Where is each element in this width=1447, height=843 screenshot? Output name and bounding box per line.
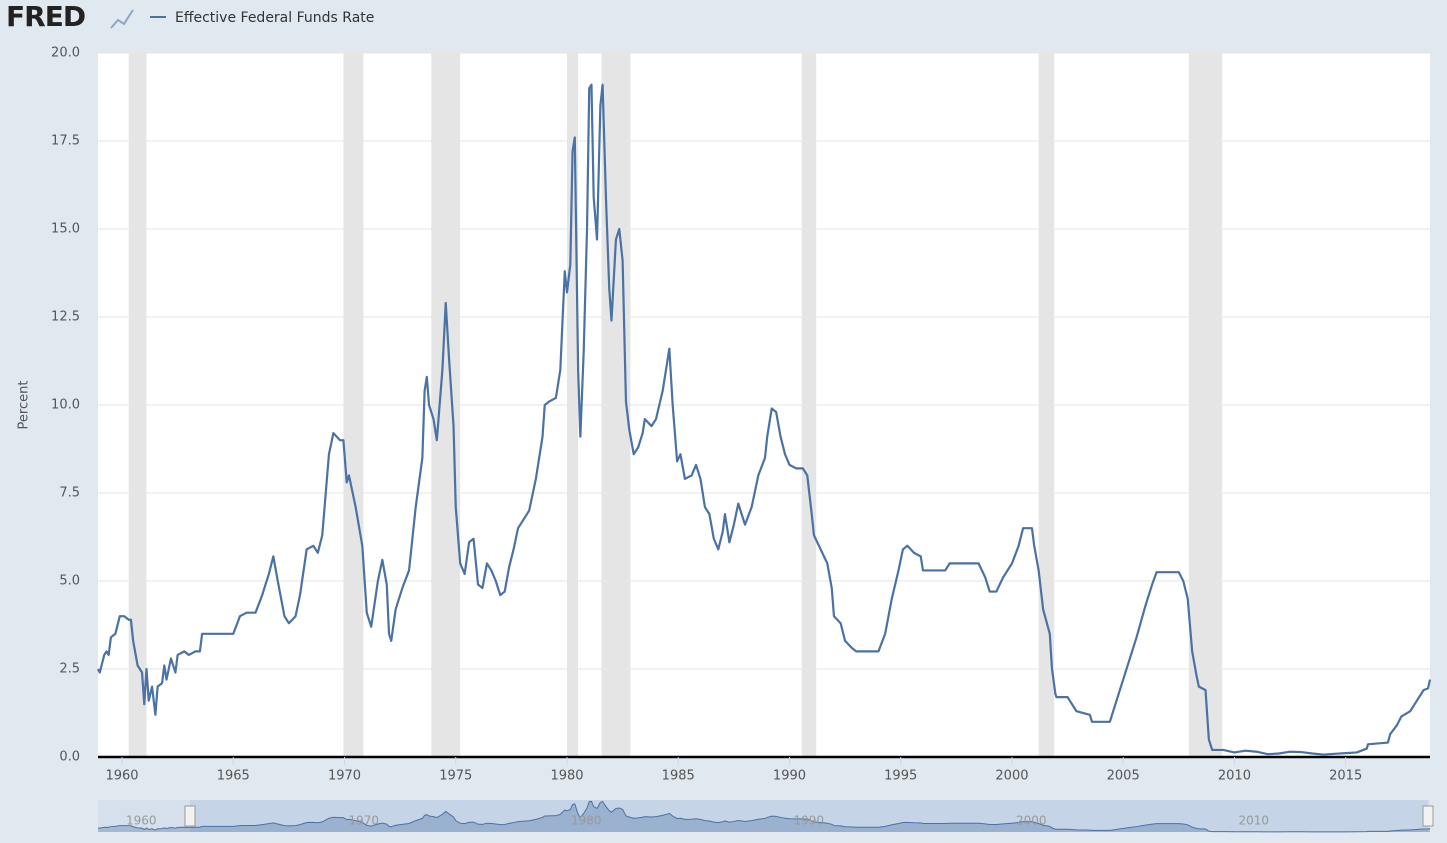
navigator-handle[interactable] xyxy=(1422,805,1434,827)
logo-icon xyxy=(110,9,134,29)
navigator-handle[interactable] xyxy=(184,805,196,827)
x-tick-label: 1985 xyxy=(662,769,695,784)
y-tick-label: 5.0 xyxy=(59,574,80,589)
x-tick-label: 1995 xyxy=(884,769,917,784)
x-tick-label: 2005 xyxy=(1107,769,1140,784)
navigator-tick-label: 1970 xyxy=(349,814,380,828)
navigator-area xyxy=(98,801,1430,832)
y-tick-label: 17.5 xyxy=(51,134,80,149)
navigator-line xyxy=(97,800,1431,833)
y-tick-label: 7.5 xyxy=(59,486,80,501)
x-tick-label: 2010 xyxy=(1218,769,1251,784)
navigator-tick-label: 1990 xyxy=(793,814,824,828)
x-tick-label: 1965 xyxy=(217,769,250,784)
y-tick-label: 20.0 xyxy=(51,46,80,61)
y-axis-label: Percent xyxy=(17,381,32,430)
x-tick-label: 1980 xyxy=(550,769,583,784)
y-tick-label: 2.5 xyxy=(59,662,80,677)
navigator-tick-label: 2010 xyxy=(1238,814,1269,828)
y-tick-label: 0.0 xyxy=(59,750,80,765)
legend-label: Effective Federal Funds Rate xyxy=(175,10,374,26)
navigator-tick-label: 1980 xyxy=(571,814,602,828)
x-tick-label: 2000 xyxy=(995,769,1028,784)
x-tick-label: 1975 xyxy=(439,769,472,784)
navigator-selection[interactable] xyxy=(190,800,1428,832)
x-tick-label: 1970 xyxy=(328,769,361,784)
y-tick-label: 12.5 xyxy=(51,310,80,325)
y-tick-label: 15.0 xyxy=(51,222,80,237)
navigator-tick-label: 1960 xyxy=(126,814,157,828)
x-tick-label: 2015 xyxy=(1329,769,1362,784)
x-tick-label: 1990 xyxy=(773,769,806,784)
y-tick-label: 10.0 xyxy=(51,398,80,413)
data-line xyxy=(97,83,1432,756)
navigator-tick-label: 2000 xyxy=(1016,814,1047,828)
logo: FRED xyxy=(6,0,85,33)
x-tick-label: 1960 xyxy=(105,769,138,784)
